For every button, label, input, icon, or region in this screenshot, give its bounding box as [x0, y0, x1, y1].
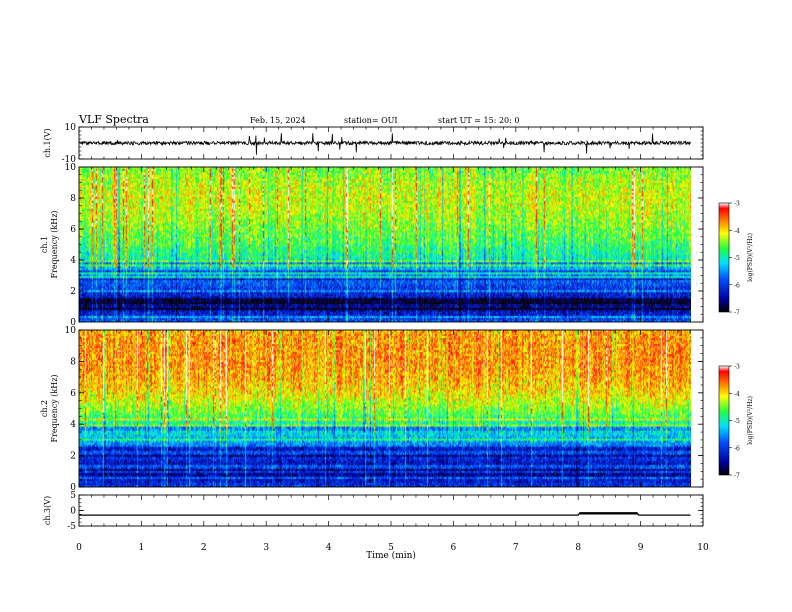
x-tick-label: 6	[451, 543, 457, 553]
spectrogram-ch2-image	[79, 330, 691, 487]
y-tick-label: 10	[65, 123, 77, 133]
ch1-waveform-line	[78, 132, 691, 155]
y-axis-label: ch.3(V)	[43, 496, 52, 525]
y-tick-label: 8	[70, 357, 76, 367]
y-tick-label: -10	[62, 155, 77, 165]
x-tick-label: 1	[139, 543, 145, 553]
x-tick-label: 7	[513, 543, 519, 553]
colorbar-tick-label: -6	[734, 445, 740, 452]
x-tick-label: 0	[76, 543, 82, 553]
x-tick-label: 3	[263, 543, 269, 553]
station-label: station= OUI	[344, 116, 398, 125]
x-tick-label: 10	[697, 543, 709, 553]
y-axis-label: Frequency (kHz)	[50, 210, 59, 278]
y-tick-label: 4	[70, 420, 76, 430]
y-axis-label: ch.1(V)	[43, 128, 52, 157]
y-tick-label: 6	[70, 389, 76, 399]
spectrogram-ch1-image	[79, 167, 691, 322]
x-axis-label: Time (min)	[366, 550, 416, 561]
y-tick-label: 0	[70, 483, 76, 493]
y-tick-label: 2	[70, 452, 76, 462]
y-tick-label: 8	[70, 194, 76, 204]
y-tick-label: 10	[65, 163, 77, 173]
y-axis-label: Frequency (kHz)	[50, 374, 59, 442]
colorbar-label: log(PSD)(V²/Hz)	[747, 233, 754, 282]
colorbar-tick-label: -6	[734, 282, 740, 289]
x-tick-label: 2	[201, 543, 207, 553]
date-label: Feb. 15, 2024	[250, 116, 306, 125]
colorbar-label: log(PSD)(V²/Hz)	[747, 396, 754, 445]
x-tick-label: 8	[575, 543, 581, 553]
y-axis-label-channel: ch.2	[40, 400, 49, 417]
colorbar-tick-label: -3	[734, 201, 740, 208]
colorbar-tick-label: -5	[734, 255, 740, 262]
x-tick-label: 4	[326, 543, 332, 553]
y-tick-label: 2	[70, 287, 76, 297]
colorbar-tick-label: -3	[734, 364, 740, 371]
y-tick-label: 5	[70, 491, 76, 501]
x-tick-label: 5	[388, 543, 394, 553]
colorbar-tick-label: -4	[734, 228, 740, 235]
colorbar-tick-label: -7	[734, 473, 740, 480]
colorbar-tick-label: -7	[734, 310, 740, 317]
chart-title: VLF Spectra	[79, 113, 149, 126]
y-tick-label: 0	[70, 318, 76, 328]
colorbar-tick-label: -5	[734, 418, 740, 425]
x-tick-label: 9	[638, 543, 644, 553]
colorbar-tick-label: -4	[734, 391, 740, 398]
y-tick-label: 0	[70, 507, 76, 517]
start-time-label: start UT = 15: 20: 0	[438, 116, 520, 125]
colorbar-ch1	[718, 202, 730, 313]
y-tick-label: 6	[70, 225, 76, 235]
y-tick-label: 4	[70, 256, 76, 266]
colorbar-ch2	[718, 365, 730, 476]
y-axis-label-channel: ch.1	[40, 236, 49, 253]
y-tick-label: -5	[67, 522, 76, 532]
y-tick-label: 10	[65, 326, 77, 336]
